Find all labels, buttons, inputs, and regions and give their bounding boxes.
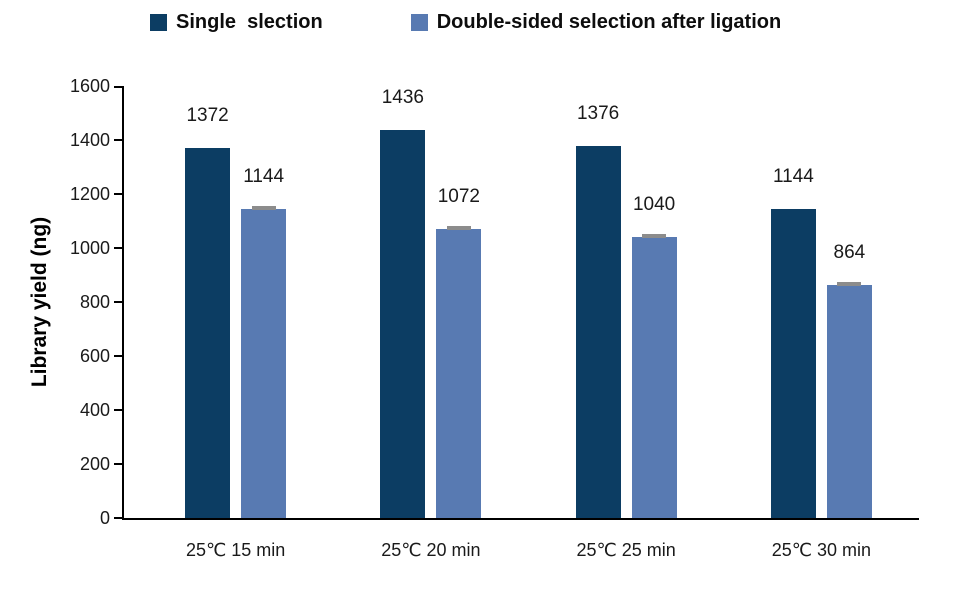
- x-axis-labels: 25℃ 15 min 25℃ 20 min 25℃ 25 min 25℃ 30 min: [124, 540, 919, 561]
- error-bar-cap: [446, 226, 471, 230]
- bar-series-1: [185, 148, 231, 518]
- value-label: 864: [833, 242, 866, 263]
- legend-item-single-selection: Single slection: [150, 12, 323, 32]
- y-tick-mark: [114, 139, 122, 141]
- y-tick-mark: [114, 247, 122, 249]
- bar-wrap-series-2: 1072: [436, 86, 482, 518]
- y-tick-mark: [114, 409, 122, 411]
- y-tick-label: 1200: [69, 184, 110, 204]
- legend-swatch-single-selection: [150, 13, 167, 31]
- y-tick-label: 800: [79, 292, 110, 312]
- y-axis-title: Library yield (ng): [28, 216, 51, 388]
- legend: Single slection Double-sided selection a…: [150, 12, 781, 32]
- y-tick-label: 1600: [69, 76, 110, 96]
- plot-area: 0 200 400 600 800 1000 1200 1400 1600 1372 1144 14…: [70, 76, 919, 560]
- bar-series-1: [380, 130, 426, 518]
- bar-wrap-series-2: 1040: [631, 86, 677, 518]
- value-label: 1144: [243, 166, 285, 187]
- legend-label-double-sided-selection: Double-sided selection after ligation: [436, 11, 782, 33]
- value-label: 1072: [437, 186, 481, 207]
- x-axis-label: 25℃ 15 min: [185, 540, 286, 560]
- y-tick-mark: [114, 463, 122, 465]
- bar-series-2: [631, 234, 677, 518]
- y-tick-mark: [114, 301, 122, 303]
- bar-wrap-series-1: 1144: [770, 86, 816, 518]
- error-bar-cap: [251, 206, 276, 210]
- value-label: 1436: [381, 87, 425, 108]
- y-tick-label: 200: [79, 454, 110, 474]
- bar-group: 1376 1040: [529, 86, 724, 518]
- bar-wrap-series-1: 1376: [575, 86, 621, 518]
- legend-item-double-sided-selection: Double-sided selection after ligation: [410, 11, 782, 33]
- value-label: 1144: [772, 166, 814, 187]
- bar-series-1: [575, 146, 621, 518]
- bar-group: 1372 1144: [138, 86, 333, 518]
- y-tick-label: 1400: [69, 130, 110, 150]
- bar-series-1: [770, 209, 816, 518]
- y-tick-mark: [114, 193, 122, 195]
- value-label: 1376: [576, 103, 620, 124]
- x-axis-label: 25℃ 20 min: [381, 540, 481, 560]
- bar-wrap-series-2: 1144: [241, 86, 287, 518]
- y-tick-label: 1000: [69, 238, 110, 258]
- legend-label-single-selection: Single slection: [176, 11, 323, 33]
- bar-wrap-series-2: 864: [826, 86, 872, 518]
- value-label: 1372: [186, 105, 229, 126]
- y-tick-mark: [114, 517, 122, 519]
- bar-group: 1144 864: [724, 86, 919, 518]
- legend-swatch-double-sided-selection: [410, 13, 428, 31]
- error-bar-cap: [837, 282, 862, 286]
- bar-series-2: [436, 226, 482, 518]
- error-bar-cap: [642, 234, 667, 238]
- y-tick-label: 400: [79, 400, 110, 420]
- bar-wrap-series-1: 1372: [185, 86, 231, 518]
- bar-wrap-series-1: 1436: [380, 86, 426, 518]
- y-tick-label: 600: [79, 346, 110, 366]
- y-tick-label: 0: [99, 508, 110, 528]
- bar-group: 1436 1072: [333, 86, 528, 518]
- bar-series-2: [241, 206, 287, 518]
- x-axis-label: 25℃ 30 min: [771, 540, 871, 560]
- bar-groups: 1372 1144 1436 1072 1376 1040 1144 864: [124, 86, 919, 518]
- y-tick-mark: [114, 355, 122, 357]
- y-tick-mark: [114, 86, 122, 88]
- x-axis-label: 25℃ 25 min: [576, 540, 676, 560]
- value-label: 1040: [632, 194, 676, 215]
- bar-series-2: [826, 282, 872, 518]
